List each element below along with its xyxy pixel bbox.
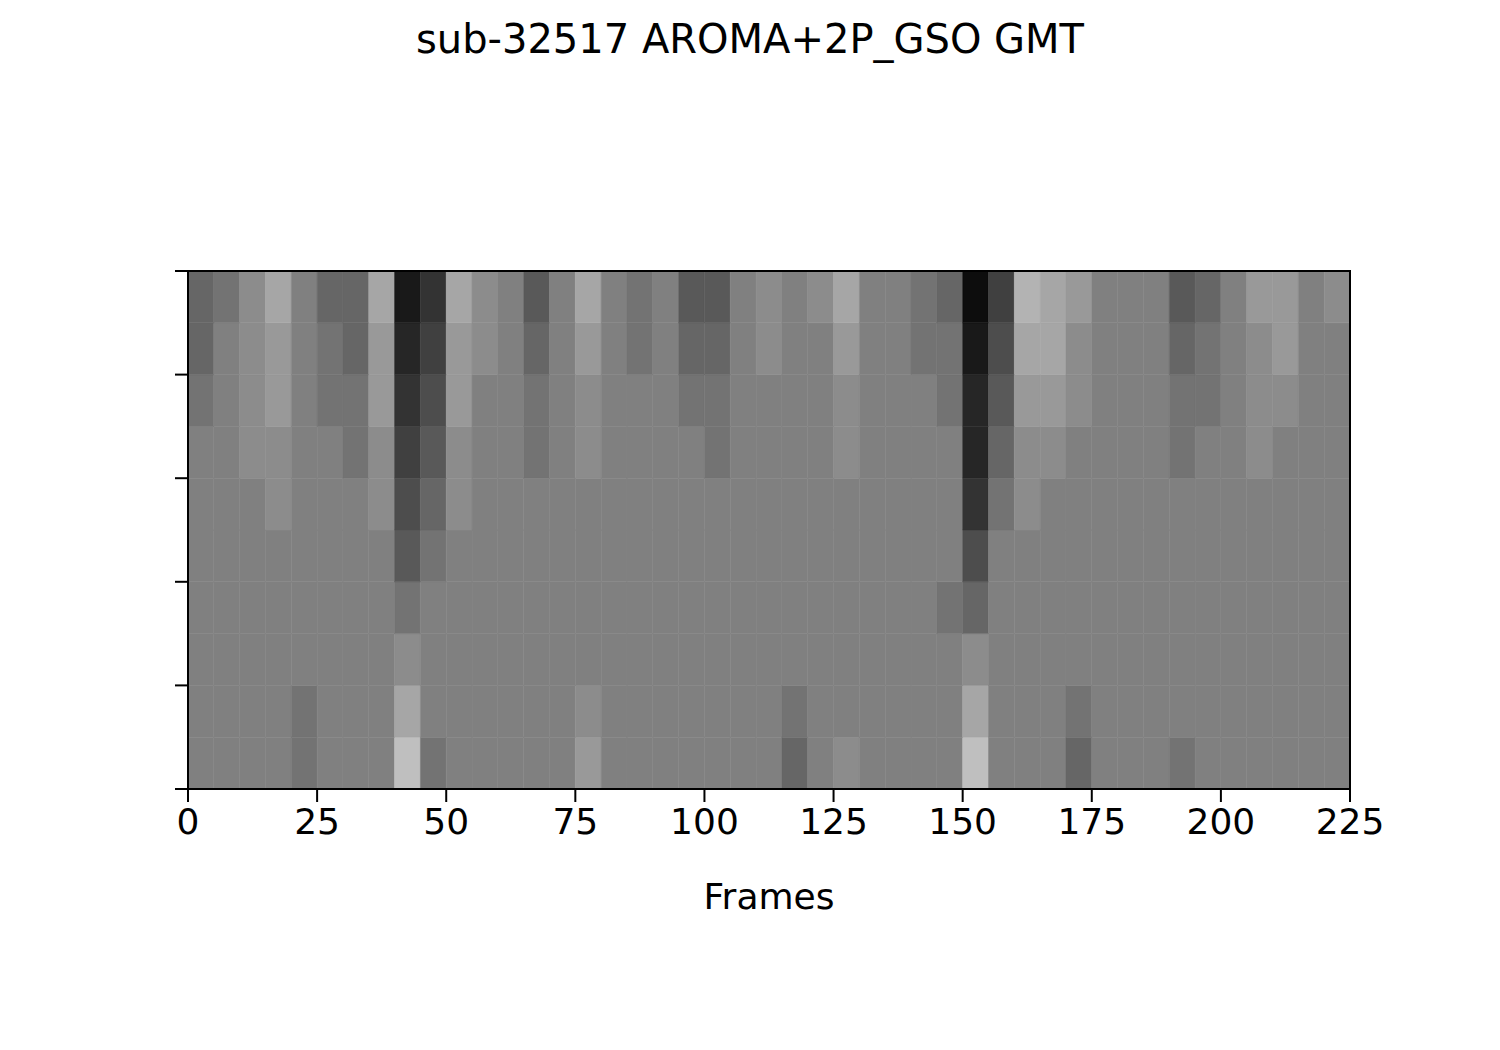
html-text:sub-32517 AROMA+2P_GSO GMT: sub-32517 AROMA+2P_GSO GMT (415, 16, 1084, 62)
svg-text:0: 0 (177, 801, 200, 842)
svg-text:25: 25 (294, 801, 340, 842)
svg-text:200: 200 (1187, 801, 1256, 842)
svg-text:75: 75 (552, 801, 598, 842)
svg-text:125: 125 (799, 801, 868, 842)
svg-text:150: 150 (928, 801, 997, 842)
svg-text:225: 225 (1316, 801, 1385, 842)
svg-text:175: 175 (1057, 801, 1126, 842)
svg-text:50: 50 (423, 801, 469, 842)
svg-text:100: 100 (670, 801, 739, 842)
svg-text:Frames: Frames (704, 876, 835, 917)
